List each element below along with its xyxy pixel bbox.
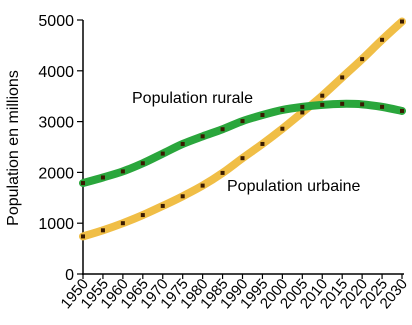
urban-data-point	[260, 141, 265, 146]
urban-data-point	[81, 234, 85, 239]
urban-data-point	[280, 126, 285, 131]
urban-data-point	[300, 110, 305, 115]
urban-data-point	[140, 213, 145, 218]
y-tick-label: 3000	[38, 115, 74, 132]
rural-data-point	[360, 102, 365, 107]
rural-data-point	[160, 151, 165, 156]
rural-data-point	[220, 127, 225, 132]
rural-data-point	[380, 104, 385, 109]
rural-data-point	[240, 119, 245, 124]
y-tick-label: 1000	[38, 216, 74, 233]
y-tick-label: 4000	[38, 64, 74, 81]
urban-data-point	[220, 170, 225, 175]
urban-data-point	[180, 194, 185, 199]
rural-data-point	[180, 141, 185, 146]
series-line-rural	[79, 99, 406, 188]
rural-data-point	[140, 161, 145, 166]
y-tick-label: 5000	[38, 13, 74, 30]
rural-data-point	[280, 107, 285, 112]
urban-data-point	[400, 19, 404, 24]
series-label-urban: Population urbaine	[227, 178, 361, 195]
y-tick-label: 0	[65, 267, 74, 284]
series-markers	[81, 19, 404, 239]
rural-data-point	[260, 112, 265, 117]
series-lines	[79, 17, 406, 241]
urban-data-point	[200, 183, 205, 188]
series-label-rural: Population rurale	[132, 90, 253, 107]
urban-data-point	[360, 57, 365, 62]
urban-data-point	[120, 221, 125, 226]
rural-data-point	[120, 169, 125, 174]
y-tick-label: 2000	[38, 165, 74, 182]
rural-data-point	[81, 181, 85, 186]
series-line-urban	[79, 17, 406, 241]
rural-data-point	[340, 101, 345, 106]
urban-data-point	[100, 228, 105, 233]
urban-data-point	[320, 93, 325, 98]
rural-data-point	[400, 108, 404, 113]
rural-data-point	[300, 104, 305, 109]
y-axis-label: Population en millions	[5, 70, 22, 226]
rural-data-point	[320, 102, 325, 107]
urban-data-point	[160, 203, 165, 208]
rural-data-point	[200, 134, 205, 139]
urban-data-point	[240, 156, 245, 161]
urban-data-point	[340, 75, 345, 80]
urban-data-point	[380, 37, 385, 42]
axes: 0100020003000400050001950195519601965197…	[38, 13, 411, 312]
rural-data-point	[100, 175, 105, 180]
